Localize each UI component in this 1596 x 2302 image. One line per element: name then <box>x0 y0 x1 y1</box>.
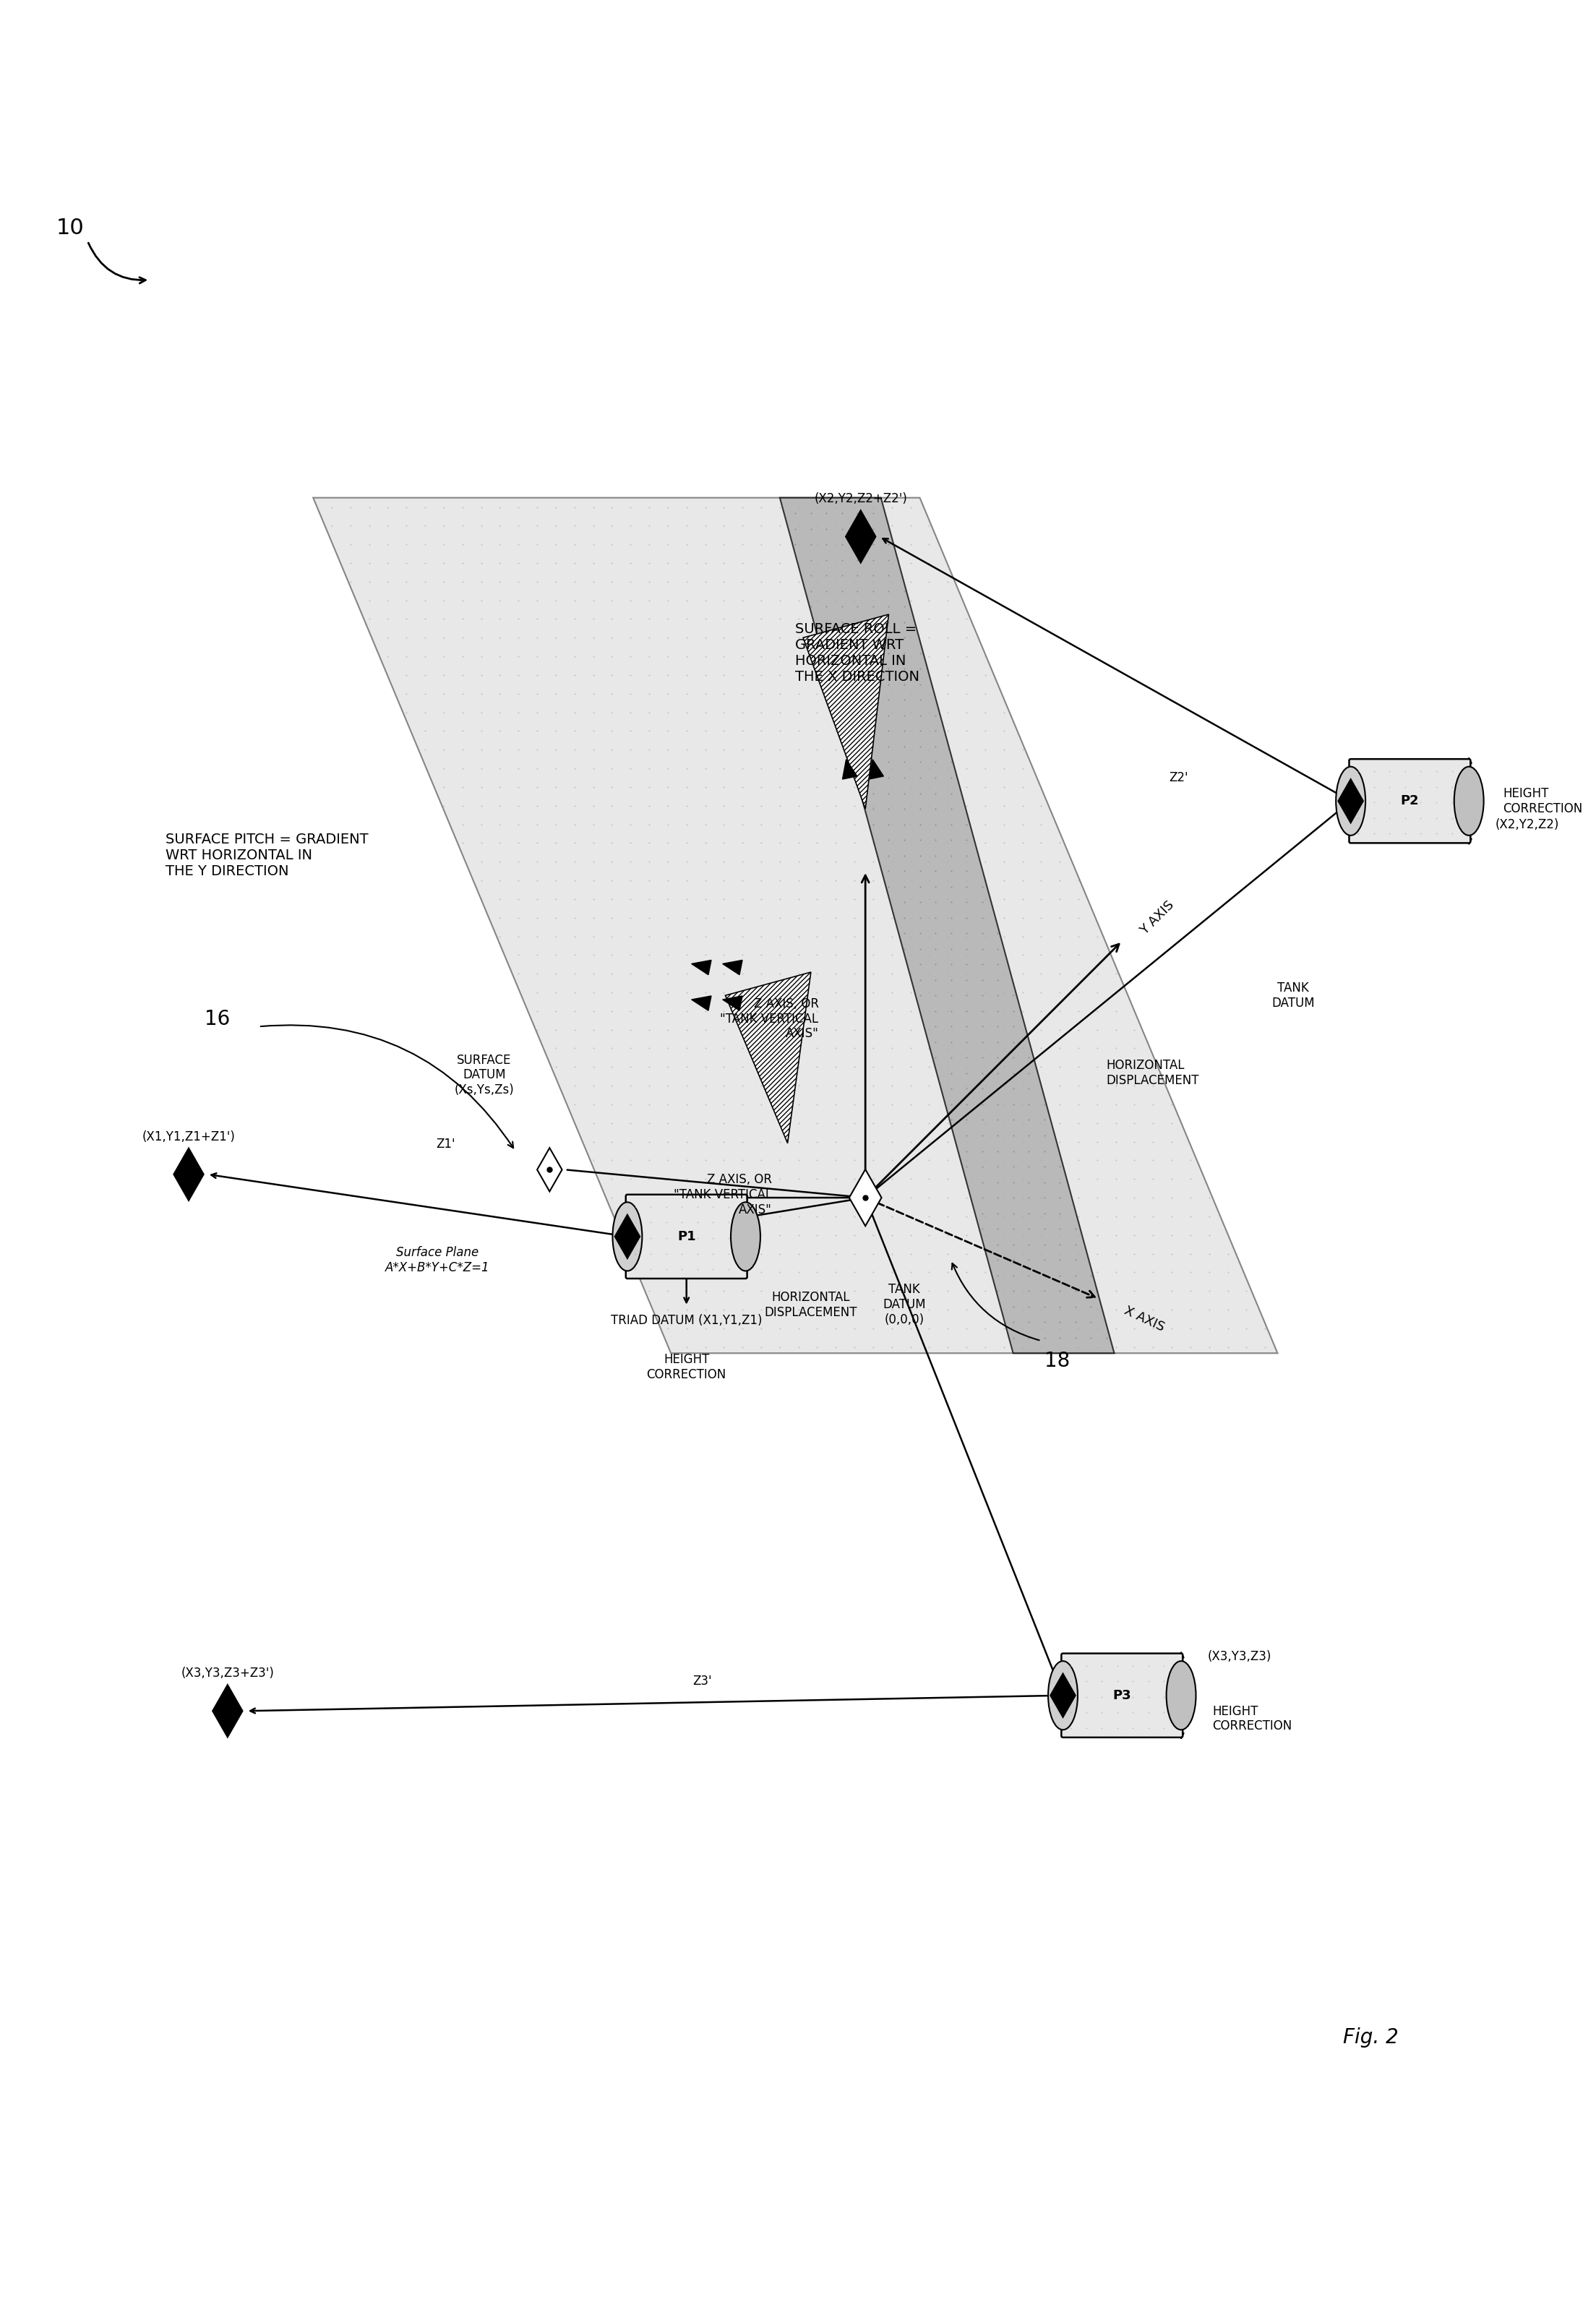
Text: HORIZONTAL
DISPLACEMENT: HORIZONTAL DISPLACEMENT <box>1106 1059 1199 1087</box>
Ellipse shape <box>1049 1662 1077 1729</box>
Text: Y AXIS: Y AXIS <box>1138 898 1176 937</box>
Text: TANK
DATUM
(0,0,0): TANK DATUM (0,0,0) <box>883 1282 926 1326</box>
Text: SURFACE
DATUM
(Xs,Ys,Zs): SURFACE DATUM (Xs,Ys,Zs) <box>455 1054 514 1096</box>
Text: 16: 16 <box>204 1008 230 1029</box>
Polygon shape <box>843 760 857 778</box>
Text: (X1,Y1,Z1+Z1'): (X1,Y1,Z1+Z1') <box>142 1130 235 1144</box>
Text: Fig. 2: Fig. 2 <box>1344 2028 1398 2049</box>
FancyArrowPatch shape <box>951 1264 1039 1340</box>
Ellipse shape <box>1167 1662 1195 1729</box>
Polygon shape <box>780 497 1114 1354</box>
Polygon shape <box>691 997 712 1011</box>
Text: (X2,Y2,Z2+Z2'): (X2,Y2,Z2+Z2') <box>814 493 907 506</box>
Text: SURFACE PITCH = GRADIENT
WRT HORIZONTAL IN
THE Y DIRECTION: SURFACE PITCH = GRADIENT WRT HORIZONTAL … <box>166 833 369 879</box>
FancyBboxPatch shape <box>1349 760 1470 843</box>
Ellipse shape <box>1454 767 1484 836</box>
Polygon shape <box>538 1149 562 1192</box>
Text: Z AXIS, OR
"TANK VERTICAL
AXIS": Z AXIS, OR "TANK VERTICAL AXIS" <box>720 997 819 1041</box>
Text: 18: 18 <box>1044 1351 1069 1372</box>
Polygon shape <box>725 971 811 1144</box>
Text: P1: P1 <box>677 1229 696 1243</box>
Polygon shape <box>803 615 889 808</box>
Polygon shape <box>1339 780 1363 822</box>
Text: P3: P3 <box>1112 1690 1132 1701</box>
Text: 10: 10 <box>56 219 85 239</box>
Polygon shape <box>212 1685 243 1738</box>
FancyBboxPatch shape <box>626 1195 747 1278</box>
Ellipse shape <box>731 1202 760 1271</box>
Text: SURFACE ROLL =
GRADIENT WRT
HORIZONTAL IN
THE X DIRECTION: SURFACE ROLL = GRADIENT WRT HORIZONTAL I… <box>795 622 919 684</box>
Text: Z2': Z2' <box>1168 771 1187 785</box>
Polygon shape <box>313 497 1277 1354</box>
Text: P2: P2 <box>1401 794 1419 808</box>
Polygon shape <box>174 1149 204 1199</box>
Text: HEIGHT
CORRECTION: HEIGHT CORRECTION <box>646 1354 726 1381</box>
Text: TANK
DATUM: TANK DATUM <box>1272 981 1315 1011</box>
FancyBboxPatch shape <box>1061 1653 1183 1738</box>
Polygon shape <box>614 1215 640 1259</box>
Text: HORIZONTAL
DISPLACEMENT: HORIZONTAL DISPLACEMENT <box>764 1291 857 1319</box>
FancyArrowPatch shape <box>260 1024 514 1149</box>
Polygon shape <box>846 511 876 562</box>
Text: (X3,Y3,Z3): (X3,Y3,Z3) <box>1208 1651 1272 1662</box>
Text: (X2,Y2,Z2): (X2,Y2,Z2) <box>1495 817 1559 831</box>
Text: HEIGHT
CORRECTION: HEIGHT CORRECTION <box>1503 787 1583 815</box>
FancyArrowPatch shape <box>88 244 145 283</box>
Polygon shape <box>691 960 712 974</box>
Text: Surface Plane
A*X+B*Y+C*Z=1: Surface Plane A*X+B*Y+C*Z=1 <box>385 1245 490 1273</box>
Polygon shape <box>868 760 884 778</box>
Text: Z3': Z3' <box>693 1674 712 1687</box>
Text: Z1': Z1' <box>436 1137 455 1151</box>
Text: HEIGHT
CORRECTION: HEIGHT CORRECTION <box>1213 1706 1291 1733</box>
Polygon shape <box>723 960 742 974</box>
Polygon shape <box>849 1169 881 1227</box>
Polygon shape <box>723 997 742 1011</box>
Text: Z AXIS, OR
"TANK VERTICAL
AXIS": Z AXIS, OR "TANK VERTICAL AXIS" <box>674 1174 772 1215</box>
Text: TRIAD DATUM (X1,Y1,Z1): TRIAD DATUM (X1,Y1,Z1) <box>611 1314 763 1328</box>
Ellipse shape <box>1336 767 1366 836</box>
Ellipse shape <box>613 1202 642 1271</box>
Polygon shape <box>1050 1674 1076 1717</box>
Text: (X3,Y3,Z3+Z3'): (X3,Y3,Z3+Z3') <box>180 1667 275 1680</box>
Text: X AXIS: X AXIS <box>1122 1303 1167 1333</box>
